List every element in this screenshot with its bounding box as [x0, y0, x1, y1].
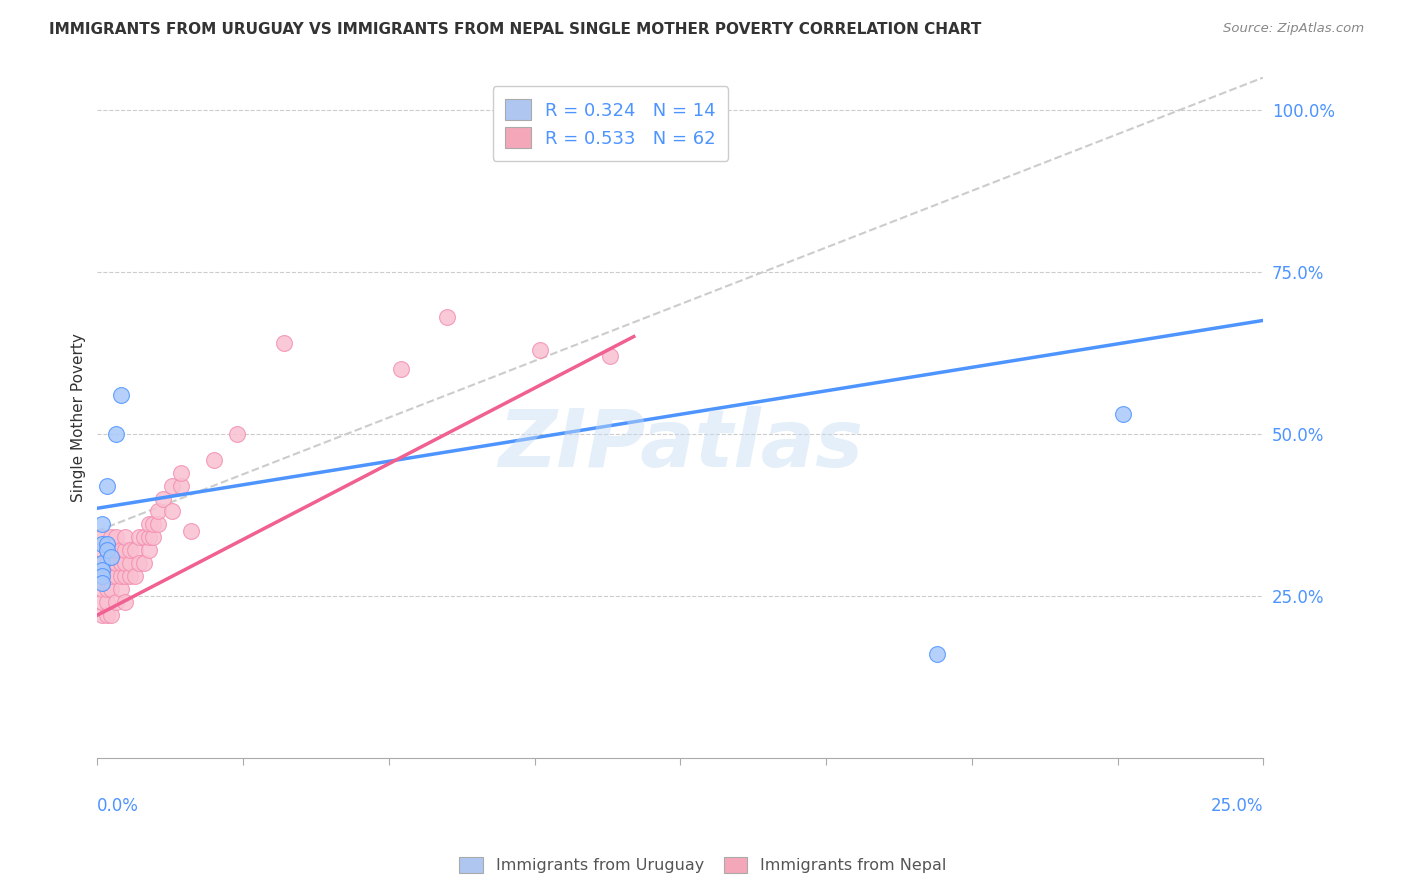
Point	[142, 530, 165, 544]
Point	[96, 537, 118, 551]
Text: Source: ZipAtlas.com: Source: ZipAtlas.com	[1223, 22, 1364, 36]
Point	[91, 563, 114, 577]
Point	[1112, 407, 1135, 421]
Point	[599, 349, 621, 363]
Point	[91, 582, 114, 597]
Point	[100, 549, 122, 564]
Point	[105, 530, 128, 544]
Point	[128, 530, 150, 544]
Legend: Immigrants from Uruguay, Immigrants from Nepal: Immigrants from Uruguay, Immigrants from…	[453, 850, 953, 880]
Point	[389, 362, 412, 376]
Point	[100, 582, 122, 597]
Point	[925, 647, 948, 661]
Point	[96, 608, 118, 623]
Point	[180, 524, 202, 538]
Point	[91, 569, 114, 583]
Point	[226, 426, 249, 441]
Point	[100, 569, 122, 583]
Point	[436, 310, 458, 325]
Point	[118, 569, 141, 583]
Point	[114, 557, 136, 571]
Point	[118, 543, 141, 558]
Point	[100, 557, 122, 571]
Point	[105, 557, 128, 571]
Point	[100, 530, 122, 544]
Point	[105, 595, 128, 609]
Point	[138, 530, 160, 544]
Point	[96, 569, 118, 583]
Point	[100, 608, 122, 623]
Point	[138, 517, 160, 532]
Point	[110, 388, 132, 402]
Point	[105, 543, 128, 558]
Point	[110, 543, 132, 558]
Point	[170, 478, 193, 492]
Point	[170, 466, 193, 480]
Point	[96, 543, 118, 558]
Point	[132, 530, 155, 544]
Text: IMMIGRANTS FROM URUGUAY VS IMMIGRANTS FROM NEPAL SINGLE MOTHER POVERTY CORRELATI: IMMIGRANTS FROM URUGUAY VS IMMIGRANTS FR…	[49, 22, 981, 37]
Point	[529, 343, 551, 357]
Point	[110, 569, 132, 583]
Point	[146, 517, 169, 532]
Point	[96, 478, 118, 492]
Point	[152, 491, 174, 506]
Point	[91, 530, 114, 544]
Point	[273, 336, 295, 351]
Point	[128, 557, 150, 571]
Legend: R = 0.324   N = 14, R = 0.533   N = 62: R = 0.324 N = 14, R = 0.533 N = 62	[492, 87, 728, 161]
Point	[132, 557, 155, 571]
Point	[91, 608, 114, 623]
Point	[96, 595, 118, 609]
Point	[105, 426, 128, 441]
Point	[96, 557, 118, 571]
Text: 25.0%: 25.0%	[1211, 797, 1264, 814]
Point	[100, 543, 122, 558]
Point	[91, 595, 114, 609]
Point	[96, 543, 118, 558]
Point	[91, 517, 114, 532]
Point	[124, 569, 146, 583]
Point	[202, 452, 225, 467]
Point	[114, 595, 136, 609]
Point	[142, 517, 165, 532]
Point	[91, 569, 114, 583]
Point	[91, 557, 114, 571]
Point	[160, 478, 183, 492]
Point	[91, 557, 114, 571]
Y-axis label: Single Mother Poverty: Single Mother Poverty	[72, 333, 86, 502]
Point	[146, 504, 169, 518]
Point	[110, 557, 132, 571]
Text: ZIPatlas: ZIPatlas	[498, 406, 863, 483]
Point	[110, 582, 132, 597]
Point	[91, 575, 114, 590]
Point	[91, 537, 114, 551]
Point	[91, 543, 114, 558]
Text: 0.0%: 0.0%	[97, 797, 139, 814]
Point	[96, 582, 118, 597]
Point	[138, 543, 160, 558]
Point	[114, 569, 136, 583]
Point	[124, 543, 146, 558]
Point	[118, 557, 141, 571]
Point	[114, 530, 136, 544]
Point	[160, 504, 183, 518]
Point	[114, 543, 136, 558]
Point	[105, 569, 128, 583]
